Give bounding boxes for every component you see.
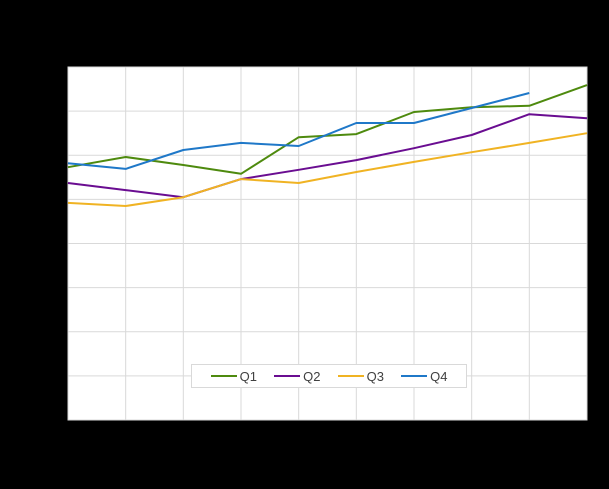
- legend-label: Q2: [303, 368, 321, 384]
- legend-swatch-q2: [274, 375, 301, 377]
- series-lines: [67, 84, 588, 207]
- legend-label: Q4: [430, 368, 448, 384]
- legend-item-q2[interactable]: Q2: [274, 369, 320, 384]
- legend-item-q1[interactable]: Q1: [210, 368, 257, 384]
- legend: Q1 Q2 Q3 Q4: [191, 364, 467, 388]
- legend-label: Q3: [366, 368, 384, 384]
- series-line-q1: [67, 84, 588, 175]
- series-line-q4: [67, 92, 530, 170]
- legend-item-q4[interactable]: Q4: [401, 369, 447, 384]
- legend-swatch-q3: [337, 375, 364, 377]
- plot-border: [67, 66, 588, 421]
- legend-swatch-q1: [210, 375, 237, 377]
- gridlines: [68, 67, 587, 420]
- series-line-q2: [67, 113, 588, 199]
- legend-item-q3[interactable]: Q3: [337, 368, 384, 384]
- legend-label: Q1: [239, 368, 257, 384]
- series-line-q3: [67, 132, 588, 207]
- legend-swatch-q4: [401, 375, 428, 377]
